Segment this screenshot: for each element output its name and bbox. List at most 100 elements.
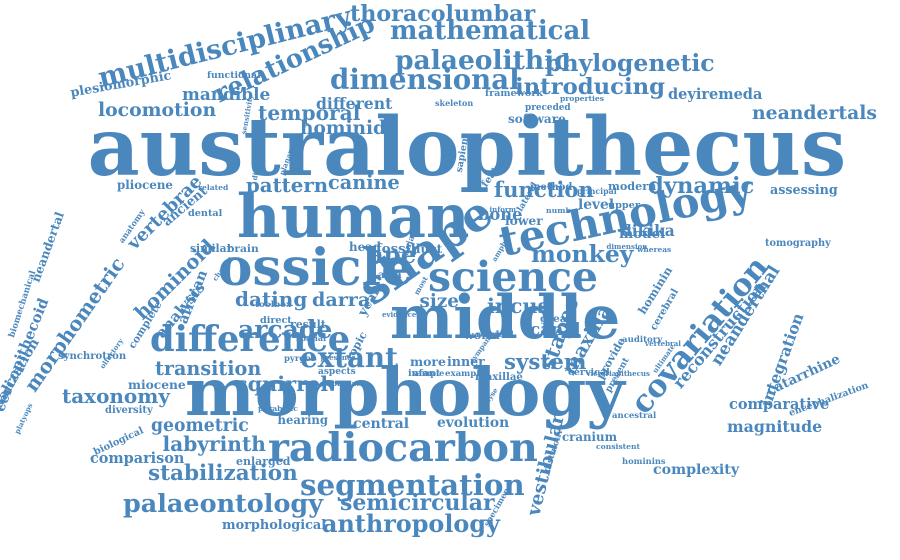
cloud-word-great: great [540, 311, 572, 325]
cloud-word-different: different [316, 94, 393, 113]
cloud-word-aspects: aspects [318, 366, 356, 377]
cloud-word-monkey: monkey [531, 239, 634, 268]
cloud-word-inform: inform [489, 204, 517, 214]
cloud-word-transition: transition [155, 356, 262, 380]
cloud-word-system: system [504, 349, 587, 375]
cloud-word-evolution: evolution [437, 415, 510, 431]
cloud-word-framework: framework [485, 88, 543, 99]
cloud-word-thoracolumbar: thoracolumbar [350, 1, 536, 27]
cloud-word-bone: bone [478, 205, 523, 224]
cloud-word-size: size [419, 291, 459, 312]
cloud-word-miocene: miocene [128, 378, 186, 392]
cloud-word-geometric: geometric [151, 415, 249, 436]
cloud-word-comparative: comparative [729, 395, 830, 413]
cloud-word-semicircular: semicircular [340, 490, 495, 516]
cloud-word-modern: modern [608, 178, 657, 193]
cloud-word-dating: dating [235, 287, 308, 311]
cloud-word-phylogenetic: phylogenetic [545, 49, 715, 77]
cloud-word-example: example [445, 368, 485, 379]
cloud-word-middle: middle [390, 283, 621, 353]
cloud-word-maxillae: maxillae [475, 371, 523, 383]
cloud-word-palaeolithic: palaeolithic [395, 44, 571, 76]
cloud-word-inner: inner [447, 353, 485, 369]
cloud-word-cranium: cranium [562, 430, 618, 444]
cloud-word-world: world [464, 327, 500, 342]
cloud-word-deyiremeda: deyiremeda [668, 85, 763, 103]
cloud-word-reduced: reduced [476, 329, 514, 339]
cloud-word-auditory: auditory [622, 334, 663, 345]
cloud-word-software: software [508, 112, 566, 126]
cloud-word-infant: infant [408, 368, 441, 379]
cloud-word-dynamic: dynamic [648, 172, 755, 199]
cloud-word-cervical: cervical [568, 367, 610, 378]
cloud-word-morphological: morphological [222, 517, 327, 533]
cloud-word-consistent: consistent [596, 442, 641, 451]
cloud-word-ossicle: ossicle [218, 238, 414, 298]
cloud-word-science: science [428, 252, 598, 301]
cloud-word-extant: extant [300, 341, 398, 374]
cloud-word-synchrotron: synchrotron [58, 351, 127, 362]
cloud-word-incus: incus [487, 293, 550, 318]
cloud-word-morphology: morphology [185, 353, 625, 431]
cloud-word-fossil: fossil [376, 241, 416, 257]
cloud-word-preceded: preceded [525, 102, 571, 113]
cloud-word-more: more [410, 354, 446, 369]
cloud-word-mathematical: mathematical [390, 16, 591, 46]
cloud-word-primate: primate [332, 378, 365, 388]
cloud-word-whereas: whereas [637, 244, 672, 254]
cloud-word-magnitude: magnitude [727, 417, 823, 436]
cloud-word-properties: properties [560, 94, 605, 103]
cloud-word-vertebral: vertebral [645, 338, 681, 348]
cloud-word-spatial: spatial [296, 334, 327, 343]
cloud-word-asia: asia [378, 267, 402, 281]
cloud-word-diversity: diversity [105, 405, 153, 416]
cloud-word-principal: principal [577, 187, 617, 196]
cloud-word-similar: similar [190, 241, 233, 255]
cloud-word-sample: sample [412, 368, 445, 378]
cloud-word-ancestral: ancestral [612, 410, 657, 421]
cloud-word-enlarged: enlarged [236, 454, 291, 468]
cloud-word-function: function [494, 176, 594, 202]
cloud-word-hominid: hominid [300, 117, 387, 139]
cloud-word-upper: upper [608, 200, 640, 211]
cloud-word-model: model [619, 225, 666, 242]
cloud-word-presence: presence [320, 352, 356, 362]
cloud-word-canal: canal [530, 318, 581, 339]
cloud-word-toolbox: toolbox [255, 299, 292, 310]
cloud-word-taxonomy: taxonomy [62, 384, 170, 408]
cloud-word-result: result [290, 317, 326, 331]
cloud-word-method: method [530, 182, 573, 193]
cloud-word-skeleton: skeleton [435, 98, 474, 108]
cloud-word-anthropology: anthropology [322, 510, 500, 538]
cloud-word-platyops: platyops [11, 401, 34, 435]
cloud-word-difference: difference [150, 318, 351, 360]
cloud-word-complexity: complexity [653, 462, 740, 478]
cloud-word-brain: brain [227, 241, 259, 255]
cloud-word-direct: direct [260, 315, 292, 326]
cloud-word-hearing: hearing [277, 413, 329, 427]
cloud-word-dimension: dimension [606, 241, 648, 251]
cloud-word-neandertals: neandertals [752, 101, 877, 124]
cloud-word-parabolic: parabolic [258, 404, 298, 413]
cloud-word-darra: darra [312, 287, 371, 311]
cloud-word-dimensional: dimensional [330, 63, 520, 96]
cloud-word-pattern: pattern [246, 173, 329, 197]
cloud-word-central: central [353, 416, 410, 432]
cloud-word-palaeontology: palaeontology [123, 487, 323, 518]
cloud-word-lower: lower [505, 213, 543, 228]
cloud-word-level: level [578, 197, 615, 213]
cloud-word-dental: dental [188, 208, 223, 219]
cloud-word-functional: functional [207, 69, 261, 81]
cloud-word-ape: ape [368, 240, 417, 269]
cloud-word-arcade: arcade [238, 313, 333, 344]
cloud-word-human: human [237, 182, 470, 252]
cloud-word-tomography: tomography [765, 238, 831, 249]
cloud-word-dikika: dikika [621, 221, 675, 240]
cloud-word-comparison: comparison [90, 450, 185, 467]
cloud-word-labyrinth: labyrinth [162, 432, 266, 456]
cloud-word-radiocarbon: radiocarbon [268, 425, 538, 471]
cloud-word-evidence: evidence [382, 309, 417, 319]
cloud-word-victoriapithecus: victoriapithecus [586, 368, 650, 378]
cloud-word-hominins: hominins [622, 456, 666, 466]
